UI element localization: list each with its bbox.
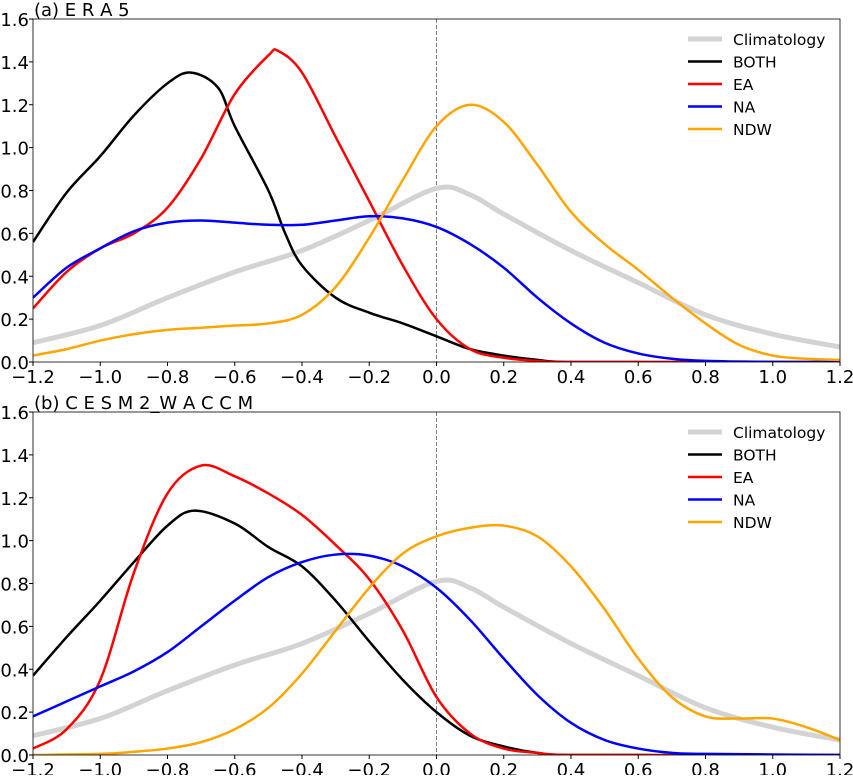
x-tick-label: −0.6 [213,760,257,775]
series-line-climatology [33,184,840,350]
y-tick-label: 0.4 [0,267,29,288]
legend-label: Climatology [733,424,825,442]
y-tick-label: 0.8 [0,575,29,596]
y-tick-label: 1.2 [0,489,29,510]
x-tick-label: 0.2 [489,760,518,775]
x-tick-label: −0.8 [146,367,190,388]
x-tick-label: 0.2 [489,367,518,388]
x-tick-label: 0.4 [557,760,586,775]
y-tick-label: 0.0 [0,353,29,374]
x-tick-label: 1.0 [758,367,787,388]
x-tick-label: 0.8 [691,760,720,775]
x-tick-label: 0.8 [691,367,720,388]
x-tick-label: −0.6 [213,367,257,388]
x-tick-label: −1.0 [78,760,122,775]
x-tick-label: 0.6 [624,367,653,388]
y-tick-label: 1.6 [0,10,29,31]
x-tick-label: −0.2 [347,760,391,775]
x-tick-label: 1.2 [826,760,853,775]
x-tick-label: −0.4 [280,760,324,775]
x-tick-label: −1.0 [78,367,122,388]
x-tick-label: 0.4 [557,367,586,388]
y-tick-label: 0.2 [0,703,29,724]
y-tick-label: 0.6 [0,617,29,638]
legend-label: NDW [733,121,772,139]
legend-label: BOTH [733,447,777,465]
series-lines [33,48,840,362]
y-tick-label: 0.4 [0,660,29,681]
panel-b: −1.2 −1.0 −0.8 −0.6 −0.4 −0.2 0.0 0.2 0.4 0.6 0.8 1… [0,393,853,779]
y-tick-label: 1.2 [0,96,29,117]
y-tick-label: 0.8 [0,182,29,203]
legend-label: NA [733,492,756,510]
y-tick-label: 1.4 [0,53,29,74]
legend-label: BOTH [733,54,777,72]
y-tick-label: 0.6 [0,224,29,245]
legend-label: NDW [733,514,772,532]
y-tick-label: 1.0 [0,532,29,553]
y-tick-label: 1.4 [0,446,29,467]
x-tick-label: 0.0 [422,760,451,775]
series-line-ndw [33,523,840,755]
y-tick-label: 1.6 [0,403,29,424]
y-tick-label: 1.0 [0,139,29,160]
x-tick-label: 0.0 [422,367,451,388]
legend: Climatology BOTH EA NA NDW [688,31,825,139]
legend-label: EA [733,76,754,94]
x-tick-label: 0.6 [624,760,653,775]
series-line-ndw [33,103,840,362]
legend-label: EA [733,469,754,487]
x-tick-label: −1.2 [11,367,55,388]
x-tick-label: 1.2 [826,367,853,388]
x-tick-label: −0.2 [347,367,391,388]
legend-label: NA [733,99,756,117]
series-line-na [33,214,840,362]
legend: Climatology BOTH EA NA NDW [688,424,825,532]
series-line-na [33,552,840,755]
legend-label: Climatology [733,31,825,49]
y-tick-label: 0.0 [0,746,29,767]
x-tick-label: −1.2 [11,760,55,775]
x-tick-label: 1.0 [758,760,787,775]
y-tick-label: 0.2 [0,310,29,331]
panel-title: (a) E R A 5 [34,0,130,21]
series-line-climatology [33,577,840,743]
x-tick-label: −0.8 [146,760,190,775]
x-tick-label: −0.4 [280,367,324,388]
series-line-ea [33,463,840,755]
panel-a: −1.2 −1.0 −0.8 −0.6 −0.4 −0.2 0.0 0.2 0.4 0.6 0.8 1… [0,0,853,388]
panel-title: (b) C E S M 2_W A C C M [34,393,253,414]
